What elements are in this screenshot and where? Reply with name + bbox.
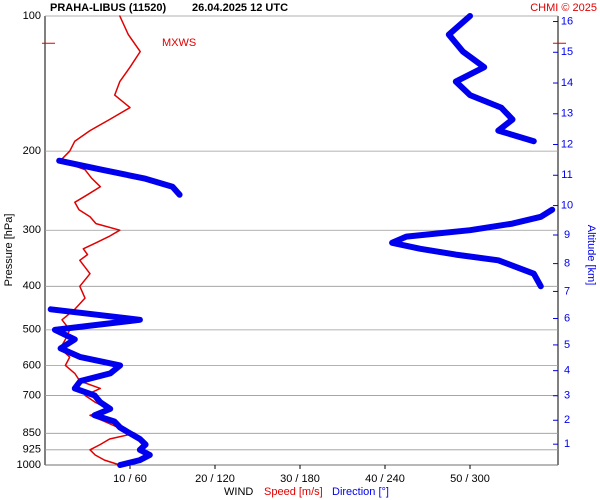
x-tick-label: 50 / 300 [450,473,490,485]
y-tick-label: 600 [23,359,41,371]
x-tick-label: 40 / 240 [365,473,405,485]
series-line [47,13,556,468]
x-tick-label: 20 / 120 [195,473,235,485]
x-axis-label-speed: Speed [m/s] [264,486,323,498]
y-tick-label: 100 [23,10,41,22]
x-axis-label-direction: Direction [°] [332,486,389,498]
x-axis-label: WIND [224,486,253,498]
altitude-tick-label: 1 [564,438,570,450]
chart-title: PRAHA-LIBUS (11520) [50,2,166,14]
altitude-tick-label: 9 [564,229,570,241]
y-tick-label: 200 [23,145,41,157]
y-tick-label: 500 [23,324,41,336]
altitude-tick-label: 16 [561,15,573,27]
y-tick-label: 400 [23,280,41,292]
y-tick-label: 300 [23,224,41,236]
altitude-tick-label: 11 [561,169,572,181]
annotation: MXWS [162,37,196,49]
altitude-tick-label: 14 [561,77,573,89]
altitude-tick-label: 5 [564,339,570,351]
altitude-tick-label: 2 [564,414,570,426]
y2-axis-label: Altitude [km] [585,225,597,286]
y-tick-label: 700 [23,389,41,401]
altitude-tick-label: 4 [564,365,570,377]
credit: CHMI © 2025 [530,2,597,14]
altitude-tick-label: 6 [564,312,570,324]
altitude-tick-label: 3 [564,390,570,402]
altitude-tick-label: 13 [561,108,573,120]
altitude-tick-label: 12 [561,138,573,150]
altitude-tick-label: 8 [564,258,570,270]
x-tick-label: 10 / 60 [113,473,147,485]
y-tick-label: 925 [23,444,41,456]
altitude-tick-label: 10 [561,199,573,211]
chart-subtitle: 26.04.2025 12 UTC [192,2,288,14]
altitude-tick-label: 7 [564,285,570,297]
altitude-tick-label: 15 [561,46,573,58]
x-tick-label: 30 / 180 [280,473,320,485]
y-tick-label: 1000 [17,459,41,471]
y-tick-label: 850 [23,427,41,439]
y-axis-label: Pressure [hPa] [3,214,15,287]
